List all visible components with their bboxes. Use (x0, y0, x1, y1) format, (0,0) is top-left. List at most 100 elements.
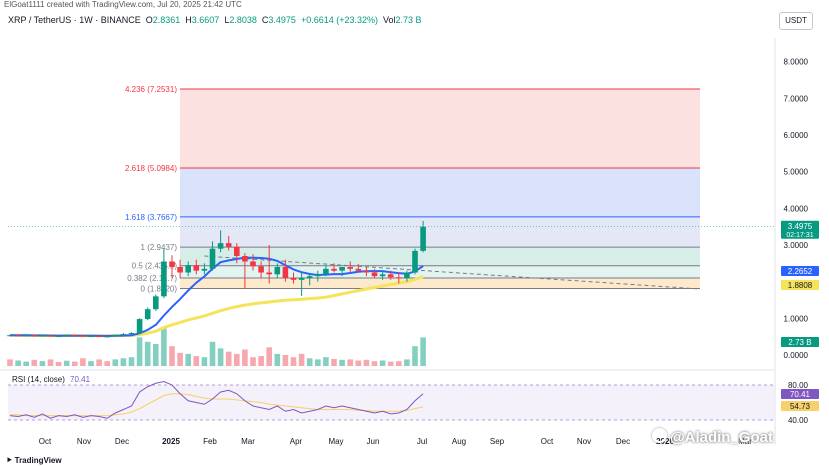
candle-body (371, 272, 378, 277)
time-tick-label: Mar (738, 437, 752, 446)
volume-bar (331, 358, 337, 366)
volume-bar (185, 353, 191, 366)
price-label-text: 3.4975 (788, 222, 813, 231)
candle-body (193, 265, 200, 271)
volume-bar (96, 359, 102, 366)
fib-zone (180, 247, 700, 266)
rsi-line (9, 380, 424, 419)
volume-value: 2.73 B (395, 15, 422, 25)
volume-bar (282, 355, 289, 366)
candle-body (379, 274, 386, 277)
volume-bar (161, 328, 167, 366)
candle-body (274, 267, 281, 275)
candle-body (404, 272, 410, 278)
open-value: 2.8361 (152, 15, 181, 25)
candle-body (420, 226, 426, 251)
time-tick-label: 2025 (162, 437, 180, 446)
symbol-name[interactable]: XRP / TetherUS · 1W · BINANCE (8, 15, 141, 25)
candle-body (331, 268, 337, 271)
volume-bar (63, 360, 70, 366)
price-tick-label: 6.0000 (784, 131, 809, 140)
currency-selector[interactable]: USDT (779, 12, 813, 30)
volume-bar (387, 361, 394, 366)
chart-credit: ElGoat1111 created with TradingView.com,… (4, 0, 242, 9)
candle-body (185, 265, 191, 273)
time-tick-label: Nov (77, 437, 91, 446)
volume-bar (120, 358, 127, 366)
tradingview-logo[interactable]: ⯈ TradingView (6, 456, 62, 465)
fib-zone (180, 168, 700, 217)
candle-body (144, 309, 151, 320)
volume-label-text: 2.73 B (788, 338, 811, 347)
candle-body (290, 278, 297, 280)
time-tick-label: Apr (290, 437, 303, 446)
candle-body (112, 334, 119, 337)
candle-body (31, 335, 38, 337)
candle-body (323, 268, 329, 275)
trend-line (204, 255, 701, 290)
volume-bar (23, 361, 29, 366)
volume-bar (420, 337, 426, 366)
volume-bar (39, 361, 46, 366)
candle-body (55, 335, 62, 337)
time-tick-label: Oct (541, 437, 554, 446)
fib-level-label: 0 (1.8120) (141, 285, 178, 294)
candle-body (201, 268, 208, 271)
volume-bar (363, 359, 370, 366)
high-value: 3.6607 (191, 15, 220, 25)
candle-body (396, 277, 402, 279)
volume-bar (15, 360, 21, 366)
rsi-tick-label: 80.00 (788, 381, 809, 390)
volume-bar (274, 353, 281, 366)
volume-bar (112, 359, 119, 366)
time-tick-label: Aug (452, 437, 466, 446)
volume-bar (201, 357, 208, 366)
volume-bar (315, 359, 321, 366)
candle-body (80, 335, 86, 337)
rsi-value-box (781, 389, 819, 399)
watermark: @Aladin_Goat (652, 428, 773, 446)
candle-body (387, 274, 394, 278)
low-value: 2.8038 (229, 15, 257, 25)
candle-body (315, 274, 321, 277)
volume-bar (47, 359, 54, 366)
candle-body (72, 335, 78, 337)
fib-zone (180, 265, 700, 278)
candle-body (161, 261, 167, 297)
rsi-header-value: 70.41 (70, 375, 91, 384)
volume-bar (225, 351, 232, 366)
rsi-tick-label: 40.00 (788, 416, 809, 425)
candle-body (412, 250, 418, 273)
candle-body (88, 335, 94, 337)
candle-body (39, 335, 46, 337)
candle-body (177, 267, 183, 273)
rsi-ma-box (781, 401, 819, 411)
fib-level-label: 1 (2.9437) (141, 243, 178, 252)
time-tick-label: Nov (577, 437, 591, 446)
volume-bar (306, 358, 313, 366)
camera-icon (652, 428, 667, 443)
candle-body (153, 296, 159, 310)
candle-body (266, 272, 272, 275)
volume-bar (298, 353, 305, 366)
volume-bar (80, 358, 86, 366)
volume-bar (177, 352, 183, 366)
candle-body (217, 243, 224, 249)
price-tick-label: 5.0000 (784, 168, 809, 177)
candle-body (136, 319, 143, 333)
volume-bar (347, 359, 353, 366)
fib-level-label: 4.236 (7.2531) (125, 85, 177, 94)
fib-level-label: 0.5 (2.435...) (132, 262, 178, 271)
volume-bar (128, 357, 135, 366)
price-label-box (781, 280, 819, 291)
volume-bar (104, 361, 110, 366)
volume-bar (209, 341, 216, 366)
close-value: 3.4975 (268, 15, 296, 25)
volume-bar (290, 357, 297, 366)
time-tick-label: May (328, 437, 343, 446)
time-tick-label: Sep (490, 437, 505, 446)
volume-bar (7, 359, 13, 366)
volume-bar (355, 360, 362, 366)
time-tick-label: Jun (367, 437, 380, 446)
